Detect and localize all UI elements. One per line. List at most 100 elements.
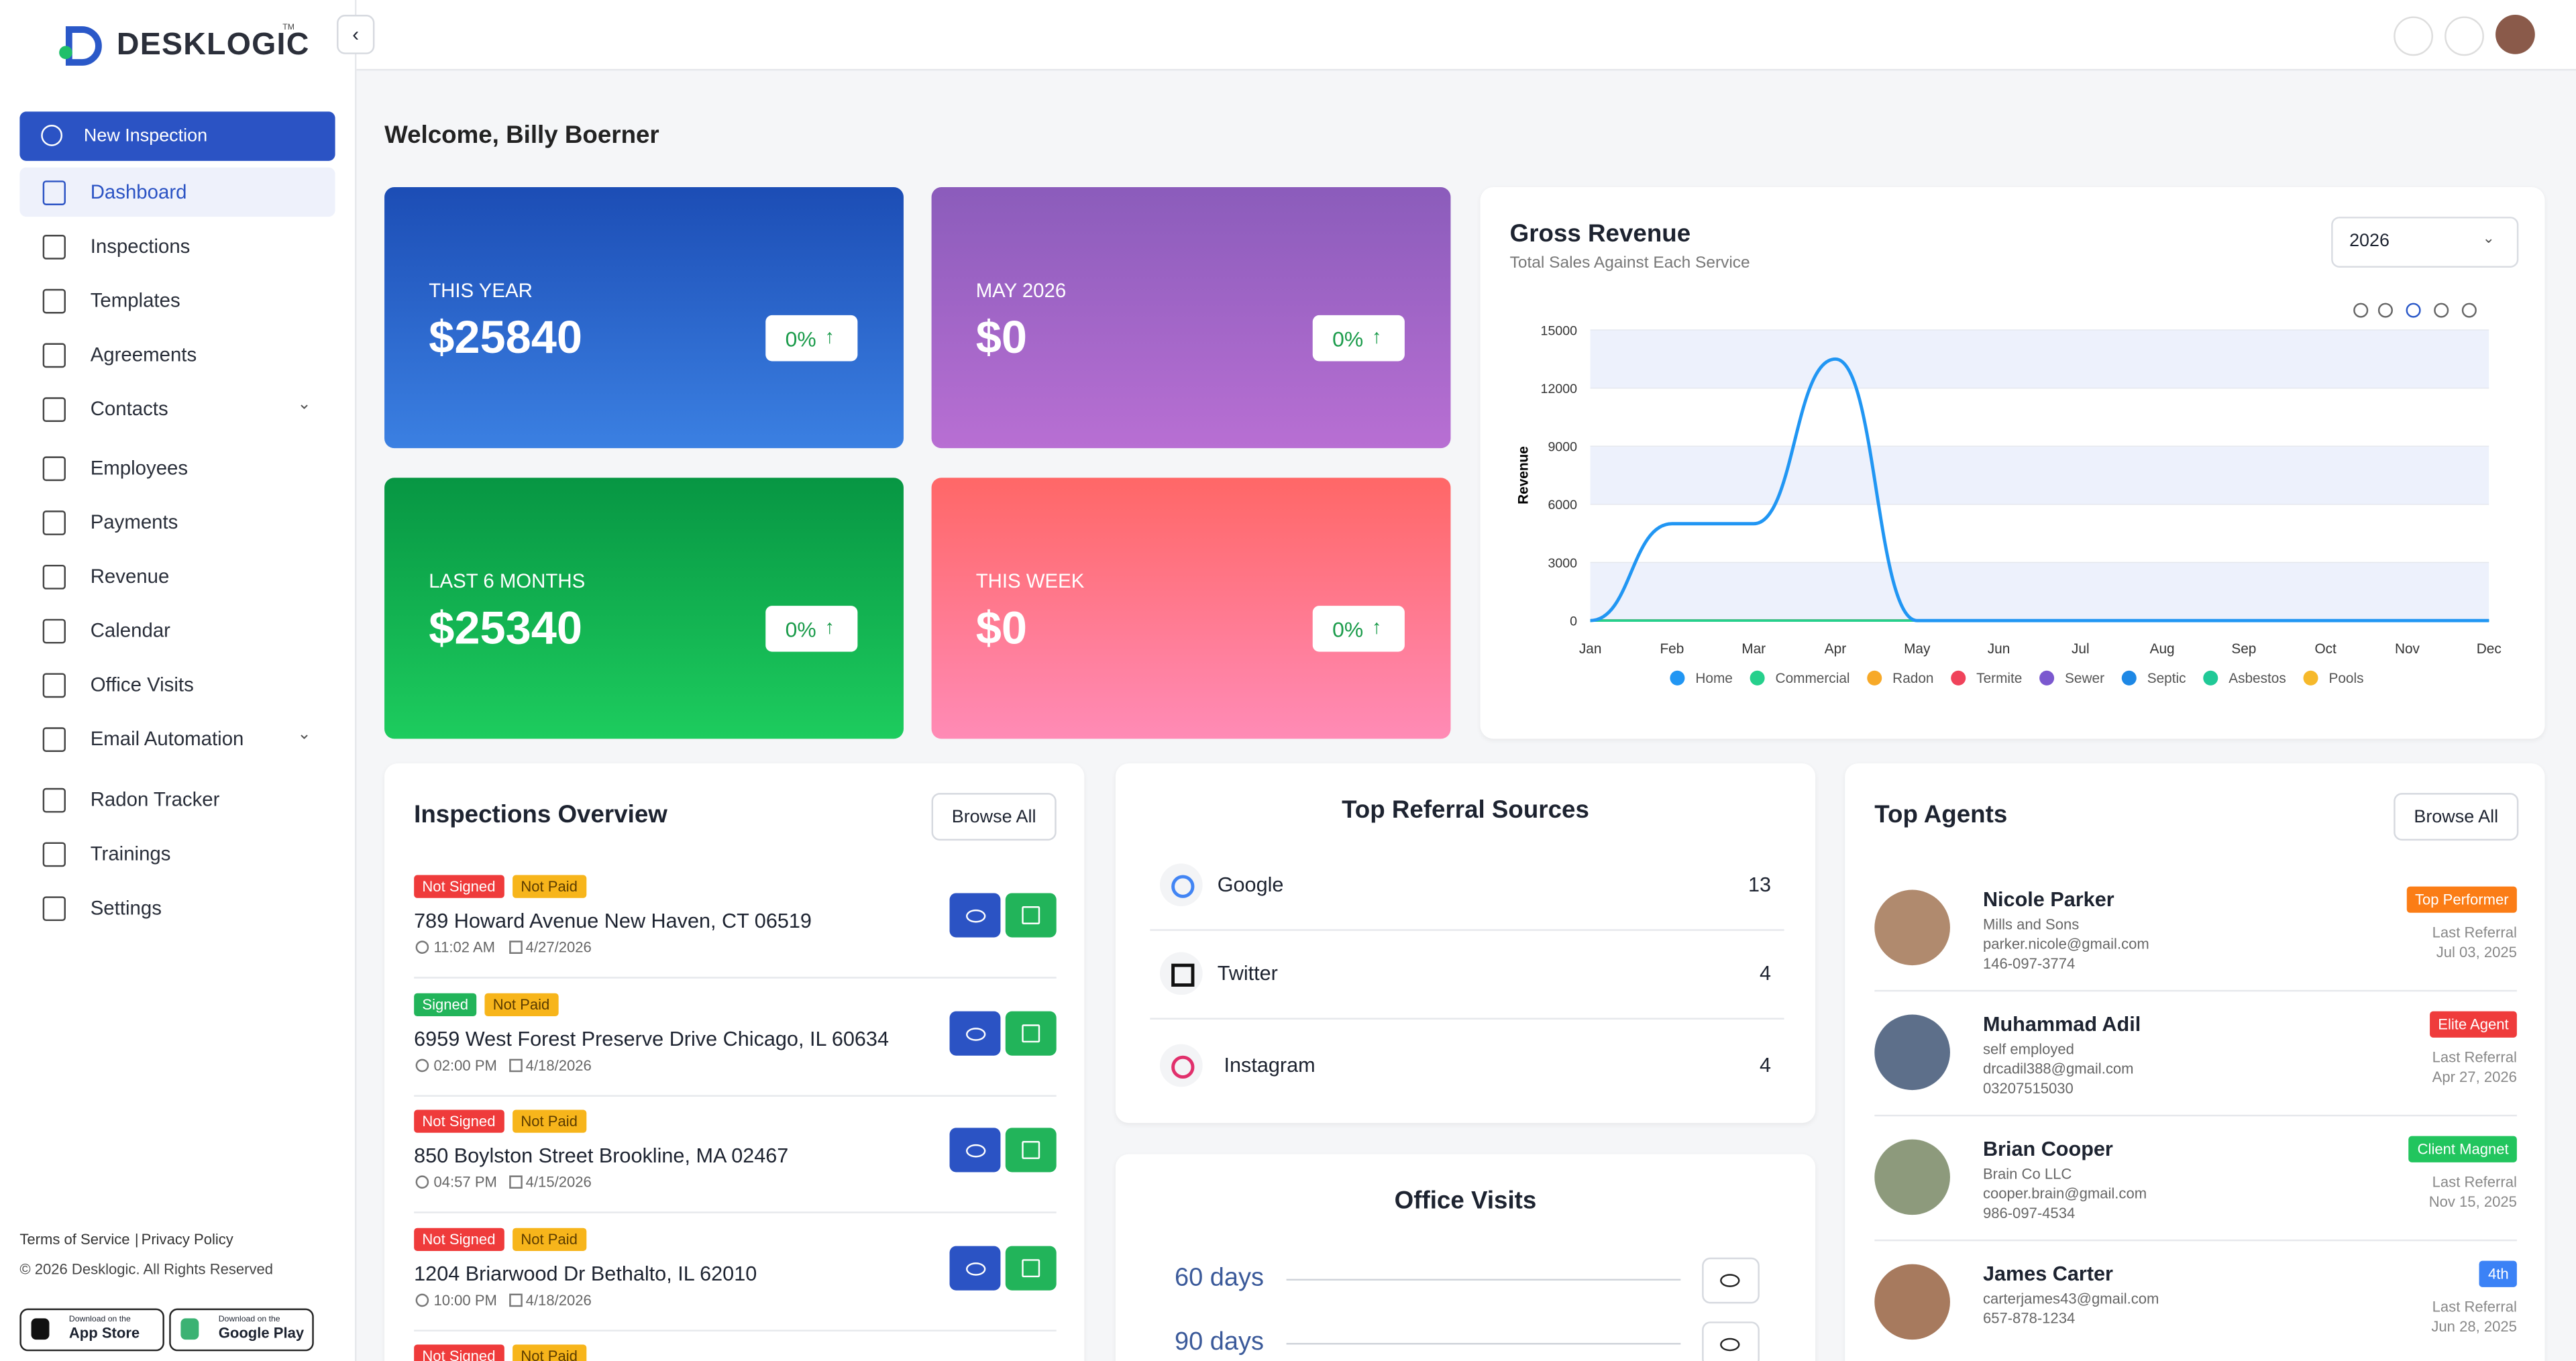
edit-button[interactable] bbox=[1005, 893, 1057, 938]
menu-item[interactable]: Calendar bbox=[90, 618, 170, 642]
stat-change: 0% bbox=[785, 327, 816, 351]
stat-change-box bbox=[765, 606, 858, 652]
agent-phone: 657-878-1234 bbox=[1982, 1310, 2076, 1327]
menu-icon bbox=[42, 564, 66, 590]
chart-band bbox=[1590, 562, 2489, 621]
agent-phone: 146-097-3774 bbox=[1982, 955, 2076, 972]
agent-avatar bbox=[1874, 1264, 1950, 1340]
edit-button[interactable] bbox=[1005, 1010, 1057, 1055]
card-title: Office Visits bbox=[1394, 1187, 1537, 1215]
x-tick-label: Apr bbox=[1825, 641, 1846, 657]
store-small: Download on the bbox=[218, 1315, 280, 1325]
store-name: App Store bbox=[68, 1325, 140, 1342]
legend-marker bbox=[1750, 670, 1765, 686]
notifications[interactable] bbox=[2445, 16, 2484, 56]
browse-all[interactable]: Browse All bbox=[931, 793, 1057, 841]
menu-item[interactable]: Employees bbox=[90, 456, 189, 480]
new-inspection-label: New Inspection bbox=[83, 126, 208, 146]
stat-label: THIS WEEK bbox=[975, 569, 1085, 593]
new-inspection-button[interactable] bbox=[19, 111, 335, 161]
row-divider bbox=[414, 977, 1057, 979]
eye-icon bbox=[966, 1261, 986, 1275]
stat-change: 0% bbox=[1332, 617, 1364, 642]
row-divider bbox=[1150, 1018, 1784, 1020]
calendar-icon bbox=[509, 940, 523, 954]
status-badge: Not Paid bbox=[513, 1109, 586, 1133]
menu-icon bbox=[42, 397, 66, 423]
menu-icon bbox=[42, 456, 66, 482]
legend-label: Termite bbox=[1976, 671, 2022, 686]
footer-separator: | bbox=[134, 1231, 139, 1248]
topbar bbox=[356, 0, 2576, 71]
menu-item[interactable]: Office Visits bbox=[90, 673, 194, 696]
x-tick-label: Jul bbox=[2072, 641, 2090, 657]
menu-item[interactable]: Radon Tracker bbox=[90, 787, 220, 812]
legend-label: Radon bbox=[1892, 671, 1933, 686]
store-icon bbox=[180, 1318, 199, 1340]
legend-label: Commercial bbox=[1776, 671, 1850, 686]
menu-icon bbox=[42, 787, 66, 813]
menu-item[interactable]: Email Automation bbox=[90, 727, 244, 751]
legend-marker bbox=[2303, 670, 2318, 686]
menu-item[interactable]: Templates bbox=[90, 288, 180, 313]
legend-label: Pools bbox=[2328, 671, 2363, 686]
x-tick-label: Aug bbox=[2150, 641, 2175, 657]
store-name: Google Play bbox=[218, 1325, 305, 1342]
menu-item[interactable]: Contacts bbox=[90, 397, 168, 421]
edit-button[interactable] bbox=[1005, 1245, 1057, 1290]
stat-change: 0% bbox=[1332, 327, 1364, 351]
status-badge: Not Signed bbox=[414, 1344, 504, 1361]
theme-toggle[interactable] bbox=[2394, 16, 2433, 56]
eye-icon bbox=[966, 1144, 986, 1158]
eye-icon bbox=[1720, 1338, 1740, 1352]
agent-phone: 03207515030 bbox=[1982, 1080, 2074, 1097]
menu-item[interactable]: Payments bbox=[90, 510, 178, 534]
y-tick-label: 0 bbox=[1570, 614, 1577, 629]
inspection-date: 4/27/2026 bbox=[525, 938, 592, 956]
y-tick-label: 3000 bbox=[1548, 556, 1577, 571]
menu-item[interactable]: Inspections bbox=[90, 234, 191, 258]
x-tick-label: Mar bbox=[1741, 641, 1766, 657]
inspection-time: 11:02 AM bbox=[433, 938, 496, 956]
x-tick-label: Feb bbox=[1660, 641, 1684, 657]
menu-item[interactable]: Agreements bbox=[90, 343, 197, 366]
chart-subtitle: Total Sales Against Each Service bbox=[1509, 254, 1750, 273]
stat-value: $25840 bbox=[429, 312, 583, 363]
browse-all[interactable]: Browse All bbox=[2394, 793, 2519, 841]
menu-item[interactable]: Trainings bbox=[90, 842, 171, 865]
terms-link[interactable]: Terms of Service bbox=[19, 1231, 130, 1248]
arrow-icon: ↑ bbox=[824, 615, 835, 639]
last-referral-label: Last Referral bbox=[2432, 1048, 2517, 1066]
agent-name: Brian Cooper bbox=[1982, 1138, 2113, 1161]
menu-icon bbox=[42, 288, 66, 314]
store-icon bbox=[31, 1318, 50, 1340]
brand-tm: TM bbox=[282, 23, 294, 33]
agent-avatar bbox=[1874, 1139, 1950, 1215]
clock-icon bbox=[415, 940, 429, 954]
privacy-link[interactable]: Privacy Policy bbox=[141, 1231, 233, 1248]
plus-icon bbox=[41, 125, 63, 146]
row-divider bbox=[414, 1211, 1057, 1213]
menu-item[interactable]: Dashboard bbox=[90, 180, 187, 204]
collapse-button[interactable]: ‹ bbox=[337, 15, 375, 54]
agent-avatar bbox=[1874, 889, 1950, 966]
edit-icon bbox=[1022, 1141, 1040, 1159]
row-divider bbox=[1874, 1239, 2517, 1242]
menu-icon bbox=[42, 618, 66, 644]
inspection-address: 850 Boylston Street Brookline, MA 02467 bbox=[414, 1144, 789, 1168]
y-tick-label: 12000 bbox=[1541, 382, 1578, 396]
menu-item[interactable]: Settings bbox=[90, 896, 162, 920]
last-referral-label: Last Referral bbox=[2432, 924, 2517, 941]
edit-button[interactable] bbox=[1005, 1128, 1057, 1173]
source-name: Google bbox=[1217, 873, 1284, 897]
source-glyph bbox=[1171, 1055, 1195, 1079]
card-title: Top Referral Sources bbox=[1342, 796, 1589, 824]
stat-value: $0 bbox=[975, 312, 1028, 363]
year-select[interactable] bbox=[2331, 217, 2519, 268]
menu-item[interactable]: Revenue bbox=[90, 564, 170, 588]
menu-icon bbox=[42, 234, 66, 260]
user-avatar[interactable] bbox=[2496, 15, 2535, 54]
store-small: Download on the bbox=[68, 1315, 131, 1325]
